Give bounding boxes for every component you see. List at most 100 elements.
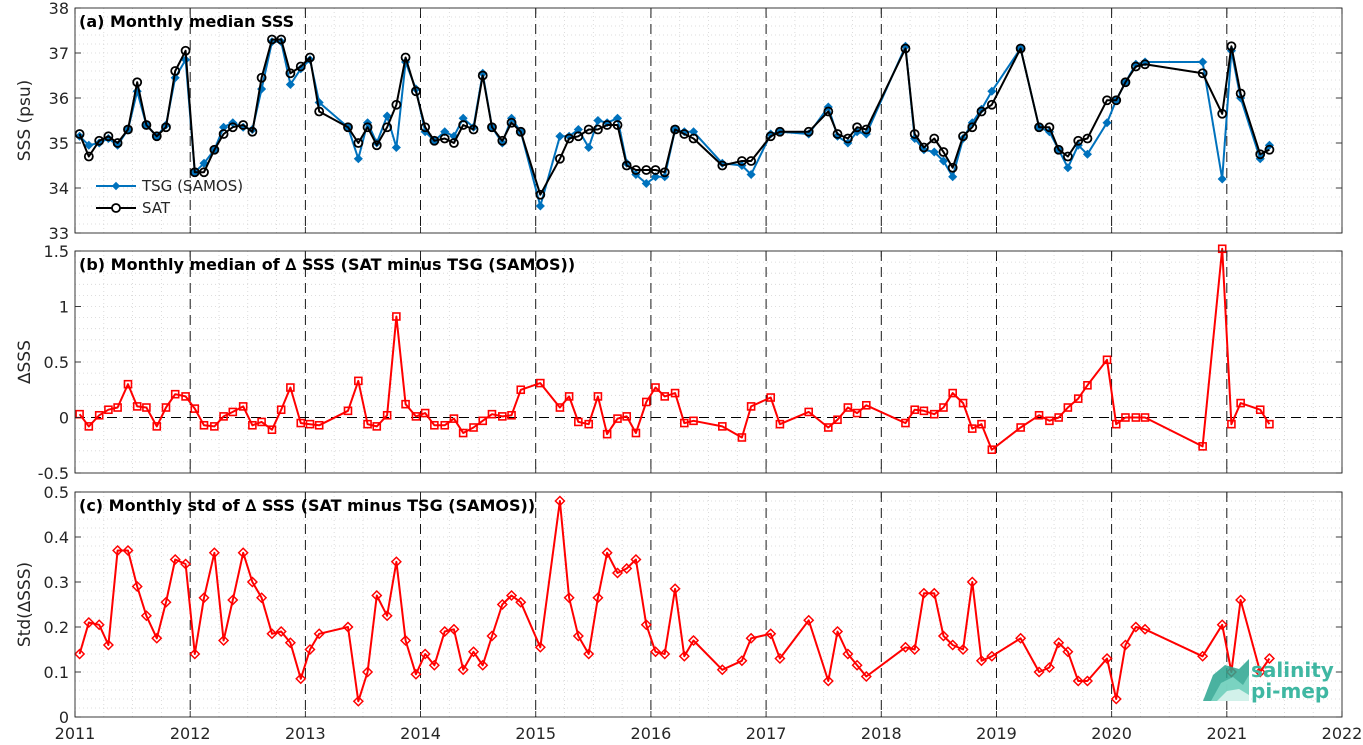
data-point [218, 129, 229, 139]
legend-label: TSG (SAMOS) [141, 177, 243, 195]
data-point [1015, 43, 1026, 54]
data-point [1120, 77, 1131, 88]
data-point [621, 160, 632, 171]
data-point [342, 621, 354, 633]
data-point [766, 393, 775, 402]
data-point [688, 133, 699, 144]
data-point [843, 403, 853, 412]
data-point [593, 115, 603, 126]
y-tick-label: 0.5 [44, 483, 69, 502]
y-tick-label: 0 [59, 409, 69, 428]
data-point [305, 419, 315, 429]
data-point [141, 120, 152, 130]
y-axis-label: ∆SSS [15, 340, 35, 385]
data-point [574, 417, 583, 427]
data-point [957, 643, 969, 656]
data-point [958, 131, 968, 142]
data-point [852, 122, 862, 133]
data-point [392, 312, 401, 321]
data-point [1034, 410, 1044, 420]
data-point [938, 156, 949, 166]
data-point [94, 410, 104, 420]
data-point [429, 135, 440, 146]
data-point [1102, 355, 1112, 365]
data-point [554, 495, 566, 507]
data-point [555, 403, 565, 412]
data-point [1139, 623, 1151, 635]
data-point [257, 417, 266, 427]
data-point [199, 158, 209, 168]
data-point [1053, 637, 1065, 649]
data-point [1015, 632, 1027, 644]
data-point [1217, 174, 1227, 184]
data-point [295, 673, 307, 685]
data-point [516, 385, 526, 395]
data-point [420, 408, 430, 418]
data-point [746, 169, 756, 180]
data-point [401, 399, 410, 409]
data-point [1102, 95, 1112, 106]
series-sat [74, 34, 1275, 200]
data-point [382, 111, 392, 121]
data-point [169, 553, 181, 566]
data-point [1072, 675, 1084, 687]
data-point [593, 124, 603, 135]
data-point [411, 86, 421, 97]
data-point [593, 392, 603, 401]
data-point [477, 659, 489, 671]
data-point [161, 122, 171, 133]
data-point [929, 409, 939, 419]
data-point [382, 410, 392, 420]
panel-title: (a) Monthly median SSS [79, 12, 294, 31]
series-line [78, 247, 1271, 451]
data-point [411, 412, 421, 421]
data-point [966, 576, 978, 588]
panel-title: (c) Monthly std of ∆ SSS (SAT minus TSG … [79, 496, 535, 515]
data-point [1226, 41, 1237, 52]
data-point [1254, 666, 1266, 678]
data-point [660, 392, 670, 401]
legend-marker [111, 203, 121, 213]
data-point [852, 408, 862, 418]
data-point [371, 140, 382, 151]
data-point [198, 592, 210, 604]
data-point [285, 68, 296, 79]
y-tick-label: 1 [59, 298, 69, 317]
data-point [487, 122, 497, 133]
data-point [285, 79, 295, 90]
data-point [584, 419, 594, 429]
data-point [267, 425, 277, 435]
data-point [1063, 163, 1073, 173]
data-point [584, 142, 594, 153]
data-point [74, 648, 86, 660]
data-point [83, 151, 94, 162]
data-point [641, 178, 651, 189]
data-point [343, 122, 353, 133]
x-tick-label: 2015 [515, 724, 556, 743]
data-point [487, 409, 497, 419]
panel-c-std-delta-sss: 0 0.1 0.2 0.3 0.4 0.5 2011 2012 2013 2014 2015 2016… [15, 483, 1362, 743]
data-point [631, 428, 641, 438]
x-tick-label: 2011 [55, 724, 96, 743]
data-point [1255, 405, 1265, 415]
data-point [286, 383, 295, 392]
data-point [592, 592, 604, 604]
data-point [1216, 619, 1228, 631]
data-point [410, 668, 422, 680]
data-point [1264, 144, 1275, 155]
data-point [613, 414, 622, 423]
data-point [948, 388, 957, 398]
data-point [515, 596, 527, 608]
data-point [833, 415, 842, 425]
data-point [1235, 594, 1247, 606]
data-point [190, 404, 200, 413]
data-point [573, 131, 584, 142]
data-point [1082, 133, 1093, 144]
data-point [1111, 419, 1121, 429]
data-point [238, 402, 248, 411]
data-point [381, 610, 393, 622]
data-point [219, 412, 228, 421]
data-point [774, 652, 786, 665]
data-point [496, 598, 508, 611]
data-point [910, 405, 919, 415]
